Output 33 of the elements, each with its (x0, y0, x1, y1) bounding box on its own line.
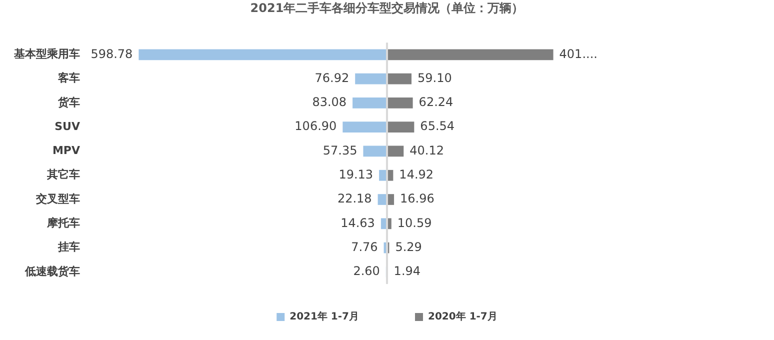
data-label: 401.... (559, 46, 598, 61)
y-tick-label: 客车 (57, 72, 80, 85)
legend-label: 2020年 1-7月 (428, 310, 498, 323)
data-label: 40.12 (410, 143, 444, 158)
data-label: 76.92 (314, 70, 350, 85)
y-tick-label: 摩托车 (46, 216, 80, 230)
chart-title: 2021年二手车各细分车型交易情况（单位：万辆） (249, 0, 525, 17)
y-tick-label: 货车 (57, 96, 80, 109)
y-tick-label: 其它车 (46, 168, 80, 182)
data-label: 22.18 (337, 192, 372, 206)
data-label: 5.29 (395, 240, 422, 254)
data-label: 14.92 (399, 167, 434, 182)
data-label: 19.13 (338, 167, 374, 182)
y-tick-label: 低速载货车 (24, 264, 80, 278)
y-tick-label: MPV (52, 144, 80, 158)
data-label: 7.76 (351, 240, 378, 254)
y-tick-label: 挂车 (57, 240, 80, 254)
data-label: 83.08 (312, 95, 347, 110)
data-label: 598.78 (90, 46, 133, 61)
legend-label: 2021年 1-7月 (290, 310, 360, 323)
y-tick-label: SUV (54, 120, 80, 133)
y-tick-label: 基本型乘用车 (13, 48, 80, 61)
data-label: 106.90 (294, 119, 337, 134)
data-label: 2.60 (353, 264, 380, 278)
data-label: 1.94 (394, 264, 421, 278)
data-label: 10.59 (397, 216, 432, 230)
y-tick-label: 交叉型车 (35, 192, 80, 206)
data-label: 65.54 (420, 119, 455, 134)
data-label: 16.96 (400, 192, 434, 206)
data-label: 62.24 (418, 95, 454, 110)
data-label: 59.10 (418, 70, 452, 85)
data-label: 57.35 (322, 143, 358, 158)
data-label: 14.63 (340, 216, 375, 230)
